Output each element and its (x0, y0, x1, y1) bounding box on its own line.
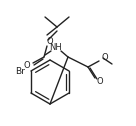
Text: NH: NH (49, 43, 61, 53)
Text: O: O (47, 38, 53, 46)
Text: O: O (24, 61, 30, 71)
Text: Br: Br (15, 67, 25, 75)
Text: O: O (97, 76, 103, 86)
Text: O: O (102, 54, 108, 62)
